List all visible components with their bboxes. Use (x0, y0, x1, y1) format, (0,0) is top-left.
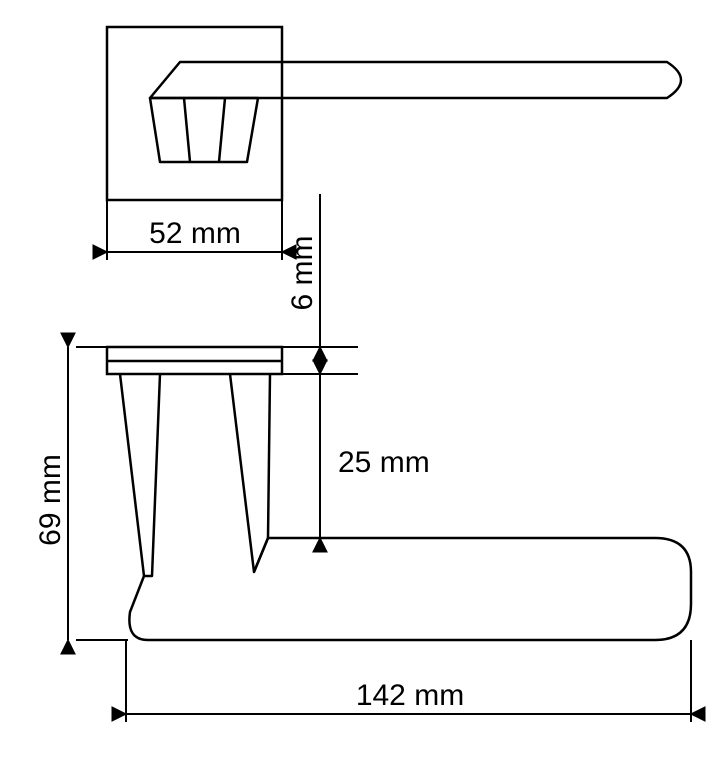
dimension-label: 6 mm (286, 236, 319, 311)
dimension-label: 52 mm (149, 217, 241, 250)
technical-drawing: 52 mm 6 mm 25 mm 69 mm 142 mm (0, 0, 722, 779)
dimension-label: 69 mm (34, 454, 67, 546)
dimension-label: 25 mm (338, 446, 430, 479)
dimension-label: 142 mm (356, 679, 464, 712)
